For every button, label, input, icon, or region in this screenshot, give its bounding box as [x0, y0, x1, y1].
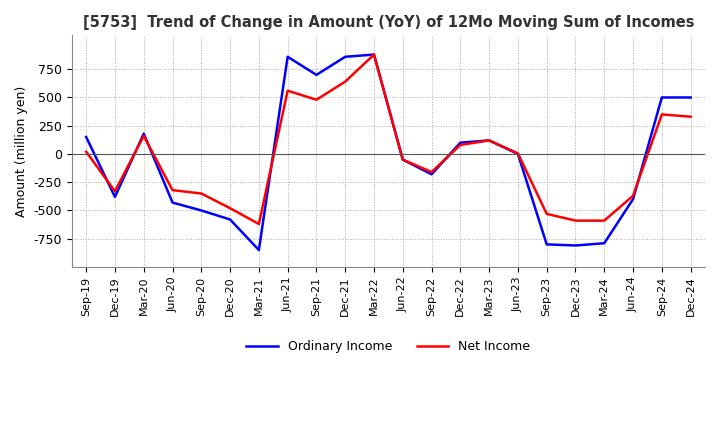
Net Income — [197, 191, 206, 196]
Net Income — [111, 189, 120, 194]
Line: Net Income: Net Income — [86, 55, 690, 224]
Net Income — [600, 218, 608, 223]
Ordinary Income — [111, 194, 120, 200]
Net Income — [226, 205, 235, 211]
Ordinary Income — [398, 157, 407, 162]
Ordinary Income — [629, 197, 637, 202]
Net Income — [427, 169, 436, 175]
Ordinary Income — [284, 54, 292, 59]
Ordinary Income — [369, 52, 378, 57]
Ordinary Income — [140, 131, 148, 136]
Net Income — [341, 79, 349, 84]
Net Income — [168, 187, 177, 193]
Ordinary Income — [312, 72, 320, 77]
Ordinary Income — [513, 151, 522, 157]
Y-axis label: Amount (million yen): Amount (million yen) — [15, 85, 28, 217]
Net Income — [571, 218, 580, 223]
Net Income — [542, 211, 551, 216]
Net Income — [398, 157, 407, 162]
Ordinary Income — [456, 140, 464, 145]
Line: Ordinary Income: Ordinary Income — [86, 55, 690, 250]
Net Income — [140, 133, 148, 139]
Ordinary Income — [600, 241, 608, 246]
Ordinary Income — [571, 243, 580, 248]
Ordinary Income — [485, 138, 493, 143]
Net Income — [485, 138, 493, 143]
Net Income — [456, 142, 464, 147]
Net Income — [284, 88, 292, 93]
Ordinary Income — [427, 172, 436, 177]
Ordinary Income — [657, 95, 666, 100]
Net Income — [82, 149, 91, 154]
Ordinary Income — [168, 200, 177, 205]
Ordinary Income — [255, 247, 264, 253]
Ordinary Income — [197, 208, 206, 213]
Ordinary Income — [341, 54, 349, 59]
Net Income — [686, 114, 695, 119]
Ordinary Income — [542, 242, 551, 247]
Net Income — [312, 97, 320, 103]
Ordinary Income — [686, 95, 695, 100]
Title: [5753]  Trend of Change in Amount (YoY) of 12Mo Moving Sum of Incomes: [5753] Trend of Change in Amount (YoY) o… — [83, 15, 694, 30]
Net Income — [255, 221, 264, 227]
Ordinary Income — [82, 134, 91, 139]
Net Income — [657, 112, 666, 117]
Legend: Ordinary Income, Net Income: Ordinary Income, Net Income — [241, 335, 536, 358]
Net Income — [369, 52, 378, 57]
Ordinary Income — [226, 217, 235, 222]
Net Income — [629, 193, 637, 198]
Net Income — [513, 151, 522, 156]
